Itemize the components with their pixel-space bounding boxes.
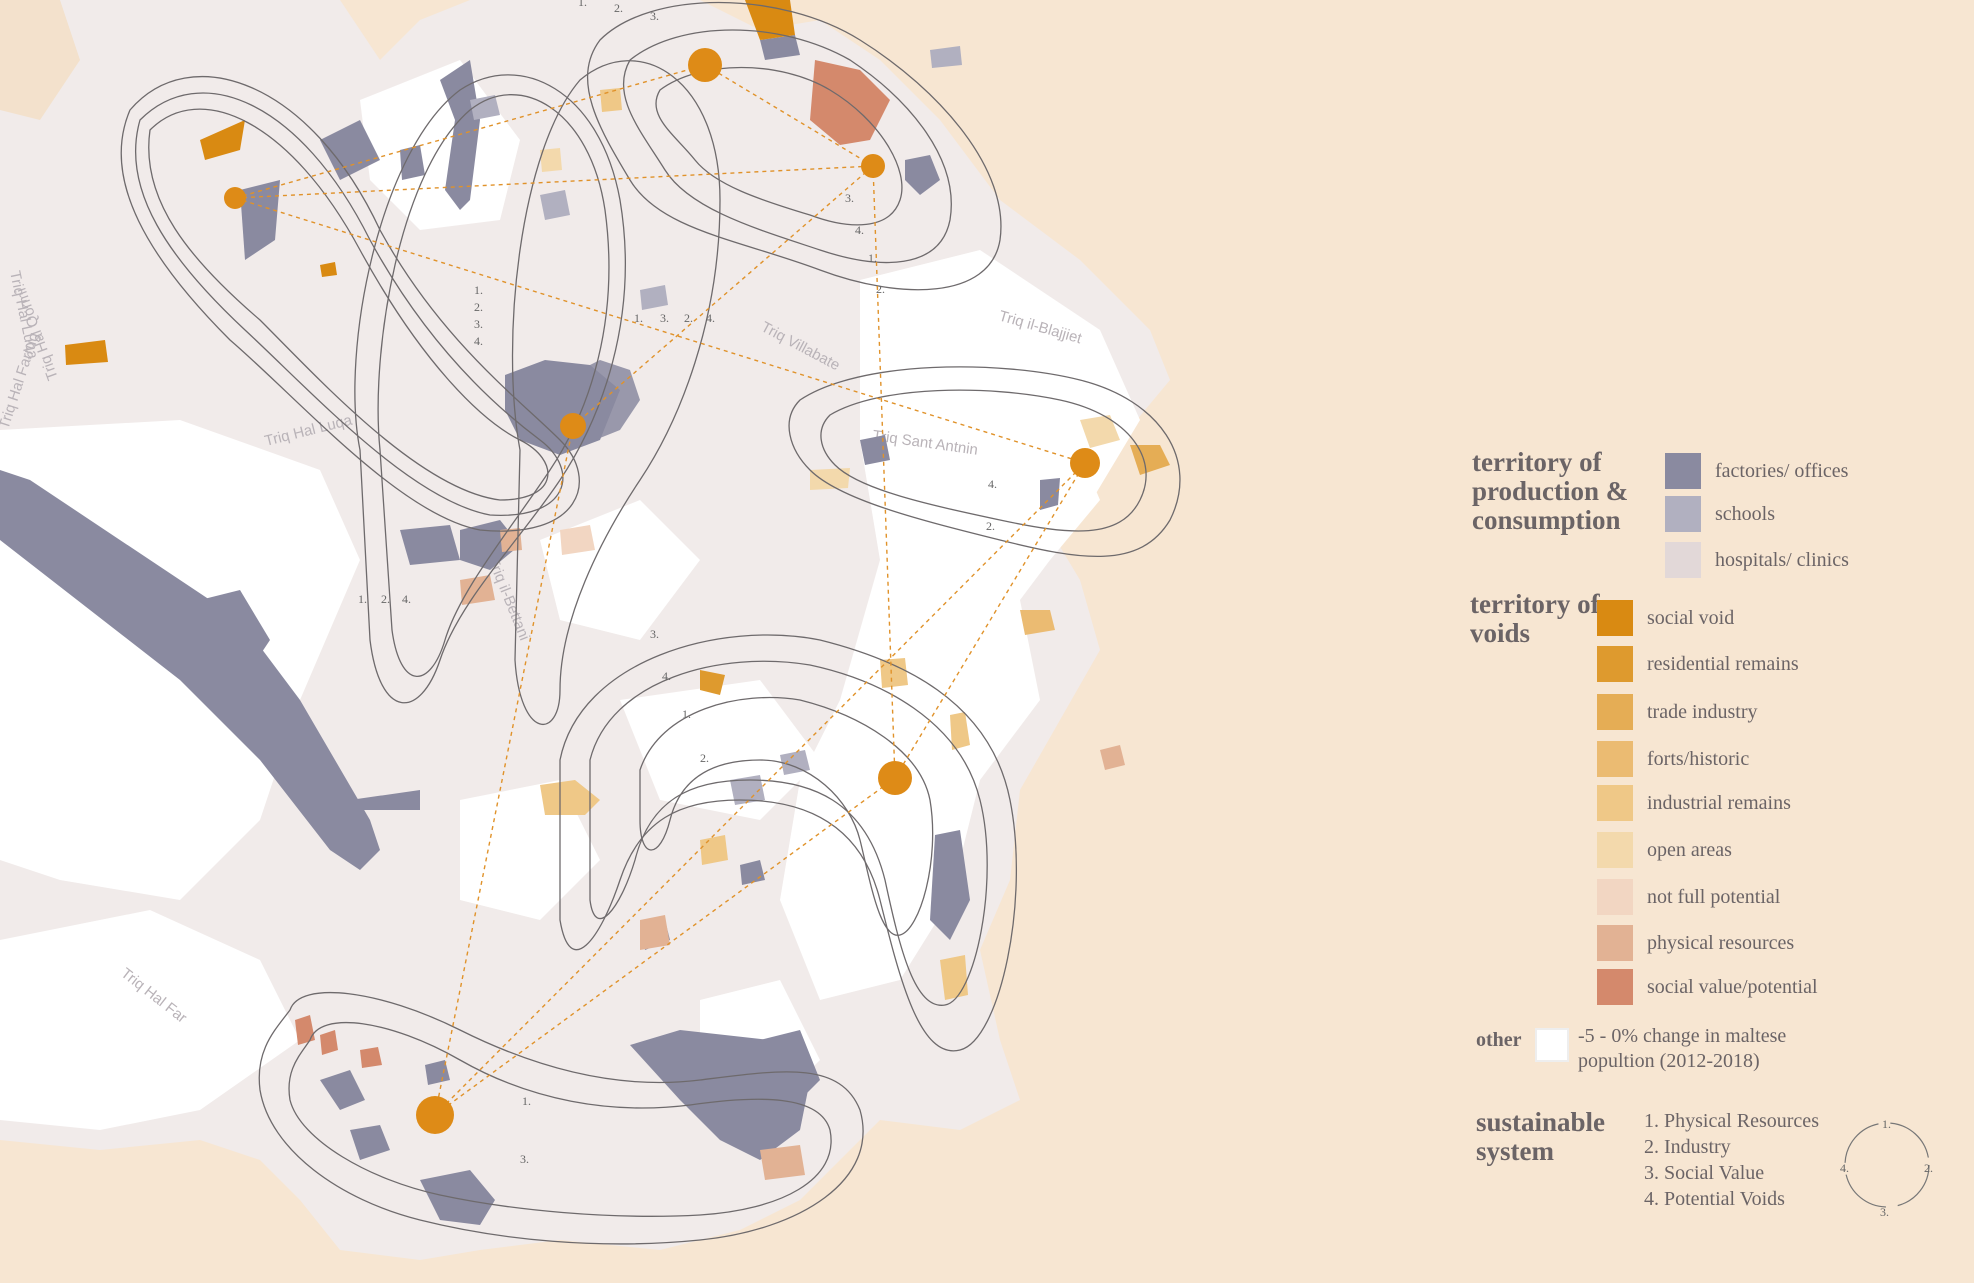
legend-system-item: 4. Potential Voids — [1644, 1188, 1785, 1210]
svg-text:2.: 2. — [700, 751, 709, 765]
network-links — [234, 64, 1086, 1116]
svg-text:2.: 2. — [684, 311, 693, 325]
legend-system-title: sustainable system — [1476, 1107, 1606, 1166]
svg-text:1.: 1. — [522, 1094, 531, 1108]
legend-item-trade: trade industry — [1597, 694, 1758, 730]
schools-layer — [470, 46, 962, 805]
contour-lines — [120, 1, 1181, 1245]
legend-swatch — [1597, 694, 1633, 730]
legend-swatch — [1597, 969, 1633, 1005]
svg-text:2.: 2. — [474, 300, 483, 314]
svg-text:1.: 1. — [868, 251, 877, 265]
svg-text:1.: 1. — [474, 283, 483, 297]
legend-swatch-population — [1535, 1028, 1569, 1062]
legend-item-factories: factories/ offices — [1665, 453, 1848, 489]
svg-text:3.: 3. — [845, 191, 854, 205]
legend-system-item: 2. Industry — [1644, 1136, 1731, 1158]
legend-other-title: other — [1476, 1029, 1522, 1051]
legend-item-industrial: industrial remains — [1597, 785, 1791, 821]
svg-text:3.: 3. — [1880, 1205, 1889, 1219]
legend-swatch — [1665, 453, 1701, 489]
svg-text:2.: 2. — [381, 592, 390, 606]
legend-swatch — [1665, 542, 1701, 578]
legend-swatch — [1597, 646, 1633, 682]
svg-text:3.: 3. — [650, 627, 659, 641]
svg-text:4.: 4. — [855, 223, 864, 237]
svg-text:1.: 1. — [682, 707, 691, 721]
svg-text:4.: 4. — [474, 334, 483, 348]
svg-text:1.: 1. — [634, 311, 643, 325]
contour-labels: 1. 2. 3. 4. 1. 2. 4. 1. 3. 2. 4. 1. 2. 3… — [358, 0, 997, 1166]
svg-text:3.: 3. — [474, 317, 483, 331]
legend-swatch — [1597, 741, 1633, 777]
svg-text:3.: 3. — [650, 9, 659, 23]
svg-text:4.: 4. — [402, 592, 411, 606]
legend-swatch — [1597, 832, 1633, 868]
svg-text:3.: 3. — [660, 311, 669, 325]
factories-layer — [0, 35, 1060, 1225]
svg-text:2.: 2. — [876, 282, 885, 296]
legend-system-item: 1. Physical Resources — [1644, 1110, 1819, 1132]
legend-swatch — [1597, 785, 1633, 821]
legend-production-title: territory of production & consumption — [1472, 447, 1629, 535]
svg-text:2.: 2. — [986, 519, 995, 533]
legend-item-hospitals: hospitals/ clinics — [1665, 542, 1849, 578]
legend-system-list: 1. Physical Resources 2. Industry 3. Soc… — [1644, 1108, 1819, 1212]
node-circle — [1070, 448, 1100, 478]
node-circle — [560, 413, 586, 439]
legend-swatch — [1665, 496, 1701, 532]
node-circle — [861, 154, 885, 178]
legend-swatch — [1597, 600, 1633, 636]
svg-text:3.: 3. — [520, 1152, 529, 1166]
node-circle — [224, 187, 246, 209]
legend-swatch — [1597, 879, 1633, 915]
legend-item-open-areas: open areas — [1597, 832, 1732, 868]
legend-voids-title: territory of voids — [1470, 589, 1600, 648]
svg-text:4.: 4. — [1840, 1161, 1849, 1175]
legend-swatch — [1597, 925, 1633, 961]
node-circle — [688, 48, 722, 82]
svg-text:1.: 1. — [358, 592, 367, 606]
legend-item-social-void: social void — [1597, 600, 1734, 636]
svg-text:4.: 4. — [706, 311, 715, 325]
svg-text:4.: 4. — [662, 669, 671, 683]
node-circle — [878, 761, 912, 795]
legend-other-text: -5 - 0% change in maltese popultion (201… — [1578, 1025, 1787, 1072]
legend-item-not-full-potential: not full potential — [1597, 879, 1780, 915]
social-void-nodes[interactable] — [224, 48, 1100, 1134]
legend-item-residential: residential remains — [1597, 646, 1799, 682]
svg-text:1.: 1. — [578, 0, 587, 9]
legend-item-physical-resources: physical resources — [1597, 925, 1794, 961]
svg-text:2.: 2. — [614, 1, 623, 15]
svg-text:1.: 1. — [1882, 1117, 1891, 1131]
svg-text:4.: 4. — [988, 477, 997, 491]
cycle-diagram: 1. 2. 3. 4. — [1840, 1117, 1933, 1219]
legend-item-schools: schools — [1665, 496, 1775, 532]
legend-item-forts: forts/historic — [1597, 741, 1749, 777]
node-circle — [416, 1096, 454, 1134]
legend-system-item: 3. Social Value — [1644, 1162, 1765, 1184]
svg-text:2.: 2. — [1924, 1161, 1933, 1175]
legend-item-social-value: social value/potential — [1597, 969, 1818, 1005]
